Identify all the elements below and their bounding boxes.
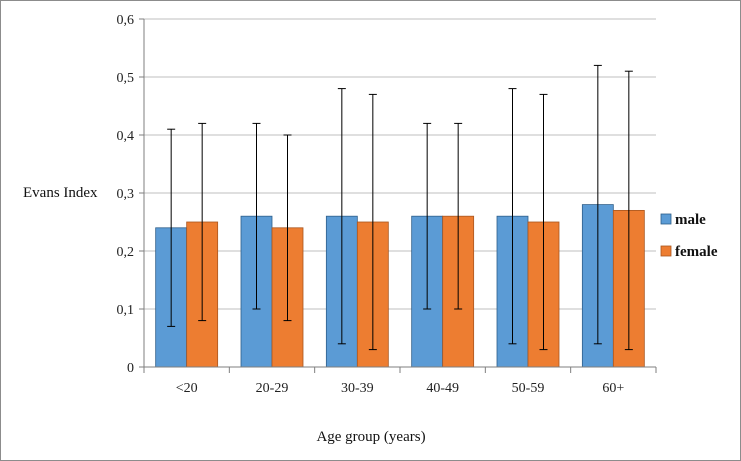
gridlines	[144, 18, 656, 310]
y-tick-label: 0	[127, 361, 134, 376]
legend: male female	[660, 212, 718, 260]
x-tick-label: 30-39	[341, 381, 374, 396]
legend-swatch-female	[660, 245, 672, 257]
error-bars	[167, 64, 633, 351]
y-tick-label: 0,5	[117, 71, 135, 86]
y-tick-label: 0,3	[117, 187, 135, 202]
legend-label-male: male	[675, 212, 706, 228]
bars	[155, 204, 645, 368]
legend-label-female: female	[675, 244, 718, 260]
x-tick-label: 60+	[602, 381, 624, 396]
y-tick-labels: 0 0,1 0,2 0,3 0,4 0,5 0,6	[117, 13, 135, 376]
x-tick-label: 50-59	[512, 381, 545, 396]
axes	[139, 18, 657, 373]
y-tick-label: 0,4	[117, 129, 135, 144]
legend-swatch-male	[660, 213, 672, 225]
x-tick-label: 20-29	[256, 381, 289, 396]
x-tick-labels: <20 20-29 30-39 40-49 50-59 60+	[176, 381, 625, 396]
x-tick-label: <20	[176, 381, 198, 396]
y-axis-label: Evans Index	[23, 185, 98, 201]
y-tick-label: 0,2	[117, 245, 135, 260]
y-tick-label: 0,6	[117, 13, 135, 28]
x-axis-label: Age group (years)	[316, 429, 425, 445]
x-tick-label: 40-49	[426, 381, 459, 396]
y-tick-label: 0,1	[117, 303, 135, 318]
